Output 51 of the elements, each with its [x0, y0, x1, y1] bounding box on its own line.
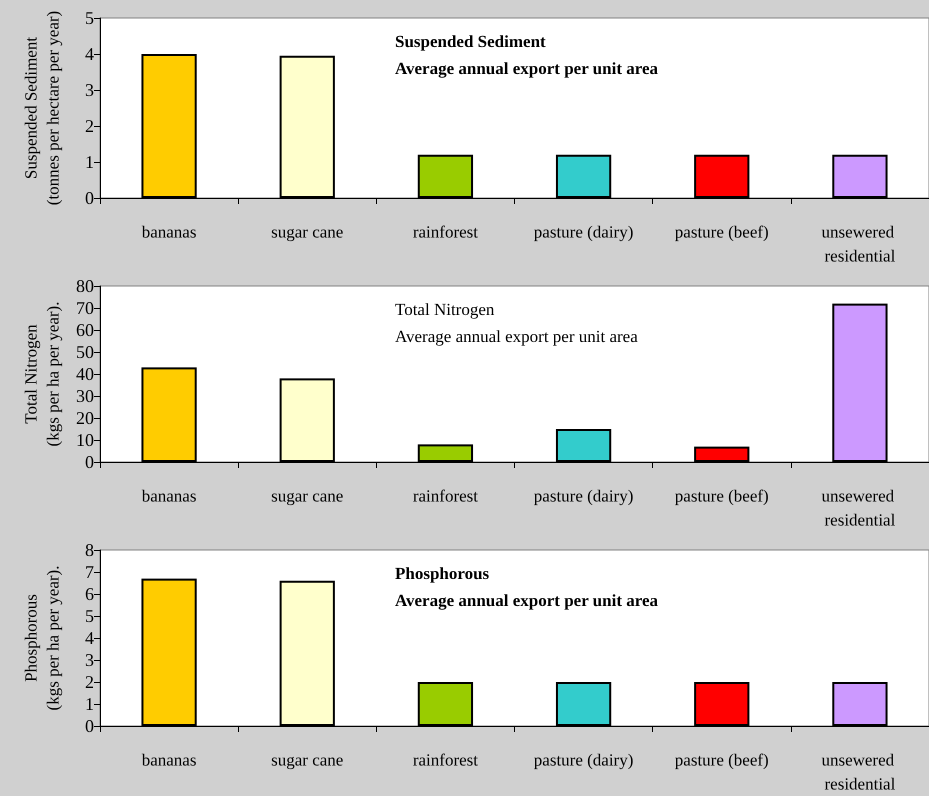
y-tick-label: 3	[85, 650, 94, 670]
y-tick-label: 7	[85, 562, 94, 582]
y-tick-label: 40	[76, 364, 94, 384]
text: Phosphorous	[395, 564, 490, 583]
text: Suspended Sediment	[395, 32, 546, 51]
y-tick-label: 2	[85, 116, 94, 136]
y-tick-label: 0	[85, 452, 94, 472]
x-tick-label: pasture (dairy)	[534, 222, 634, 242]
y-tick-label: 20	[76, 408, 94, 428]
x-tick-label: pasture (dairy)	[534, 750, 634, 770]
text: Total Nitrogen	[395, 300, 495, 319]
text: Average annual export per unit area	[395, 59, 659, 78]
y-tick-label: 4	[85, 628, 94, 648]
x-tick-label: rainforest	[412, 750, 478, 770]
y-tick-label: 5	[85, 606, 94, 626]
x-tick-label: bananas	[142, 750, 196, 770]
y-tick-label: 3	[85, 80, 94, 100]
x-tick-label: bananas	[142, 486, 196, 506]
y-tick-label: 6	[85, 584, 94, 604]
x-tick-label: sugar cane	[271, 486, 344, 506]
y-axis-title: Suspended Sediment (tonnes per hectare per year)	[22, 10, 62, 206]
y-tick-label: 2	[85, 672, 94, 692]
y-axis-title: Phosphorous (kgs per ha per year).	[22, 566, 62, 710]
y-tick-label: 1	[85, 694, 94, 714]
x-tick-label: bananas	[142, 222, 196, 242]
y-tick-label: 60	[76, 320, 94, 340]
y-tick-label: 5	[85, 8, 94, 28]
y-tick-label: 4	[85, 44, 94, 64]
y-tick-label: 30	[76, 386, 94, 406]
x-tick-label: pasture (beef)	[674, 222, 769, 242]
x-tick-label: pasture (dairy)	[534, 486, 634, 506]
x-tick-label: sugar cane	[271, 222, 344, 242]
y-tick-label: 10	[76, 430, 94, 450]
text: Average annual export per unit area	[395, 327, 638, 346]
text: Average annual export per unit area	[395, 591, 659, 610]
x-tick-label: rainforest	[412, 222, 478, 242]
y-axis-title: Total Nitrogen (kgs per ha per year).	[22, 302, 62, 446]
y-tick-label: 50	[76, 342, 94, 362]
x-tick-label: pasture (beef)	[674, 750, 769, 770]
y-tick-label: 80	[76, 276, 94, 296]
x-tick-label: unsewered residential	[821, 222, 898, 266]
x-tick-label: pasture (beef)	[674, 486, 769, 506]
y-tick-label: 70	[76, 298, 94, 318]
y-tick-label: 8	[85, 540, 94, 560]
y-tick-label: 0	[85, 188, 94, 208]
x-tick-label: unsewered residential	[821, 750, 898, 794]
x-tick-label: unsewered residential	[821, 486, 898, 530]
y-tick-label: 0	[85, 716, 94, 736]
x-tick-label: rainforest	[412, 486, 478, 506]
y-tick-label: 1	[85, 152, 94, 172]
x-tick-label: sugar cane	[271, 750, 344, 770]
